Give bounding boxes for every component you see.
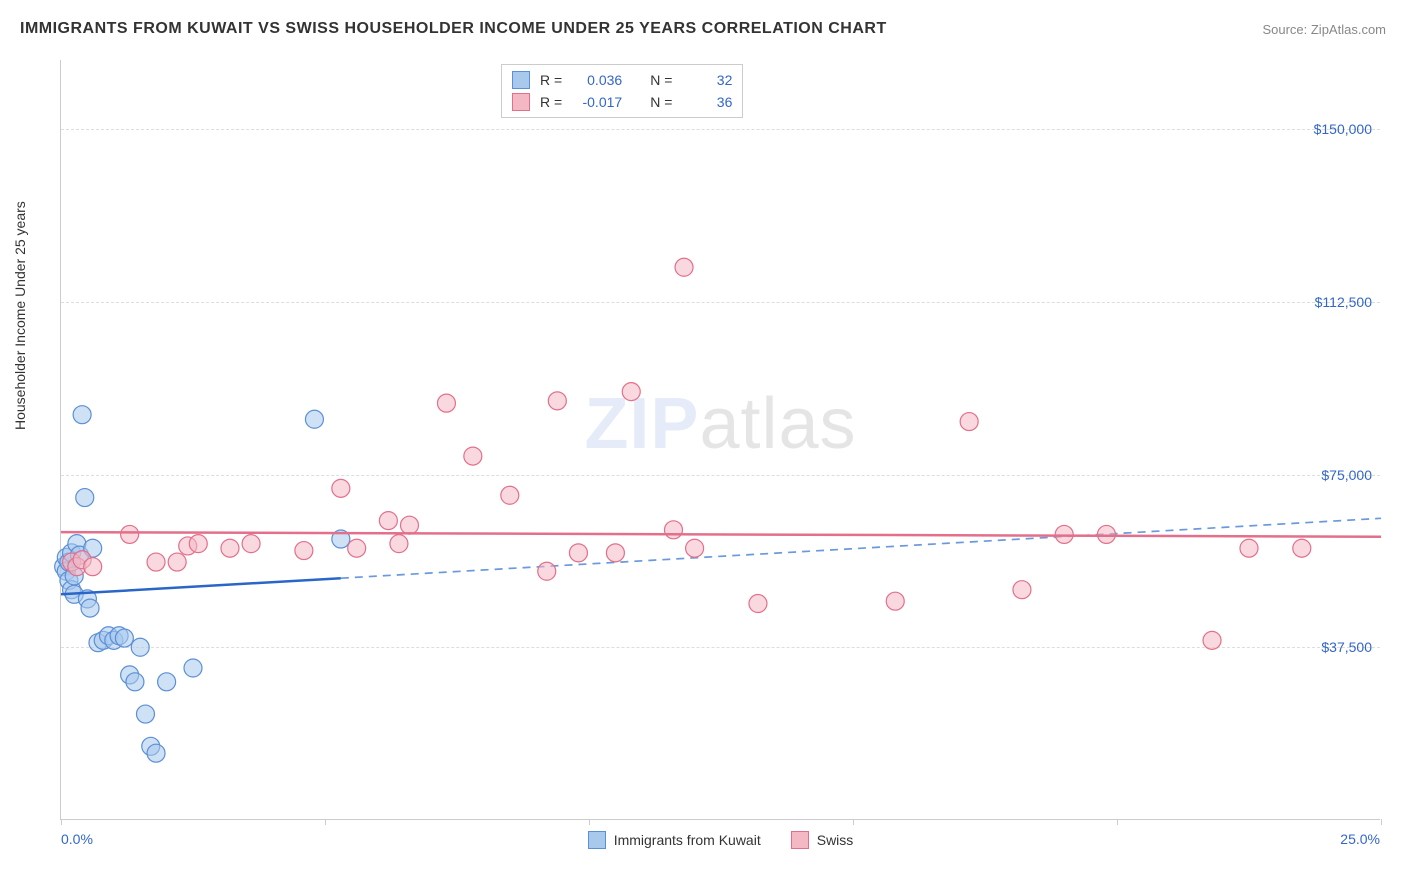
x-tick [1381, 819, 1382, 825]
scatter-svg [61, 60, 1380, 819]
data-point-kuwait [76, 489, 94, 507]
data-point-swiss [400, 516, 418, 534]
data-point-swiss [221, 539, 239, 557]
data-point-swiss [348, 539, 366, 557]
r-label: R = [540, 94, 562, 110]
data-point-kuwait [115, 629, 133, 647]
data-point-swiss [675, 258, 693, 276]
trendline-kuwait [61, 578, 341, 594]
swatch-kuwait [512, 71, 530, 89]
data-point-swiss [295, 542, 313, 560]
data-point-kuwait [131, 638, 149, 656]
data-point-swiss [242, 535, 260, 553]
chart-title: IMMIGRANTS FROM KUWAIT VS SWISS HOUSEHOL… [20, 20, 887, 38]
legend-stats: R = 0.036 N = 32 R = -0.017 N = 36 [501, 64, 743, 118]
source-label: Source: ZipAtlas.com [1262, 22, 1386, 37]
r-value-swiss: -0.017 [572, 94, 622, 110]
legend-series: Immigrants from Kuwait Swiss [61, 831, 1380, 849]
swatch-swiss-icon [791, 831, 809, 849]
data-point-swiss [569, 544, 587, 562]
data-point-swiss [960, 413, 978, 431]
legend-label-swiss: Swiss [817, 832, 854, 848]
x-tick [1117, 819, 1118, 825]
data-point-swiss [1203, 631, 1221, 649]
data-point-kuwait [126, 673, 144, 691]
data-point-kuwait [305, 410, 323, 428]
data-point-kuwait [81, 599, 99, 617]
r-label: R = [540, 72, 562, 88]
swatch-kuwait-icon [588, 831, 606, 849]
data-point-kuwait [147, 744, 165, 762]
data-point-swiss [1240, 539, 1258, 557]
legend-item-swiss: Swiss [791, 831, 854, 849]
data-point-swiss [538, 562, 556, 580]
data-point-swiss [332, 479, 350, 497]
y-axis-label: Householder Income Under 25 years [12, 201, 28, 430]
legend-item-kuwait: Immigrants from Kuwait [588, 831, 761, 849]
n-label: N = [650, 72, 672, 88]
data-point-swiss [686, 539, 704, 557]
data-point-swiss [1293, 539, 1311, 557]
data-point-kuwait [136, 705, 154, 723]
data-point-swiss [606, 544, 624, 562]
n-value-kuwait: 32 [682, 72, 732, 88]
data-point-swiss [886, 592, 904, 610]
legend-stats-row-swiss: R = -0.017 N = 36 [512, 91, 732, 113]
data-point-swiss [379, 512, 397, 530]
trendline-dashed-kuwait [341, 518, 1381, 578]
data-point-swiss [390, 535, 408, 553]
data-point-swiss [147, 553, 165, 571]
data-point-swiss [189, 535, 207, 553]
data-point-kuwait [73, 406, 91, 424]
x-tick [325, 819, 326, 825]
swatch-swiss [512, 93, 530, 111]
legend-stats-row-kuwait: R = 0.036 N = 32 [512, 69, 732, 91]
n-value-swiss: 36 [682, 94, 732, 110]
data-point-swiss [1013, 581, 1031, 599]
data-point-kuwait [158, 673, 176, 691]
r-value-kuwait: 0.036 [572, 72, 622, 88]
plot-area: $37,500$75,000$112,500$150,000 ZIPatlas … [60, 60, 1380, 820]
n-label: N = [650, 94, 672, 110]
data-point-swiss [121, 525, 139, 543]
data-point-swiss [664, 521, 682, 539]
x-tick [61, 819, 62, 825]
data-point-swiss [168, 553, 186, 571]
data-point-swiss [749, 595, 767, 613]
x-tick [589, 819, 590, 825]
data-point-swiss [548, 392, 566, 410]
data-point-swiss [84, 558, 102, 576]
data-point-swiss [437, 394, 455, 412]
data-point-swiss [1097, 525, 1115, 543]
data-point-swiss [622, 383, 640, 401]
trendline-swiss [61, 532, 1381, 537]
x-tick [853, 819, 854, 825]
data-point-swiss [501, 486, 519, 504]
legend-label-kuwait: Immigrants from Kuwait [614, 832, 761, 848]
data-point-kuwait [184, 659, 202, 677]
data-point-swiss [464, 447, 482, 465]
